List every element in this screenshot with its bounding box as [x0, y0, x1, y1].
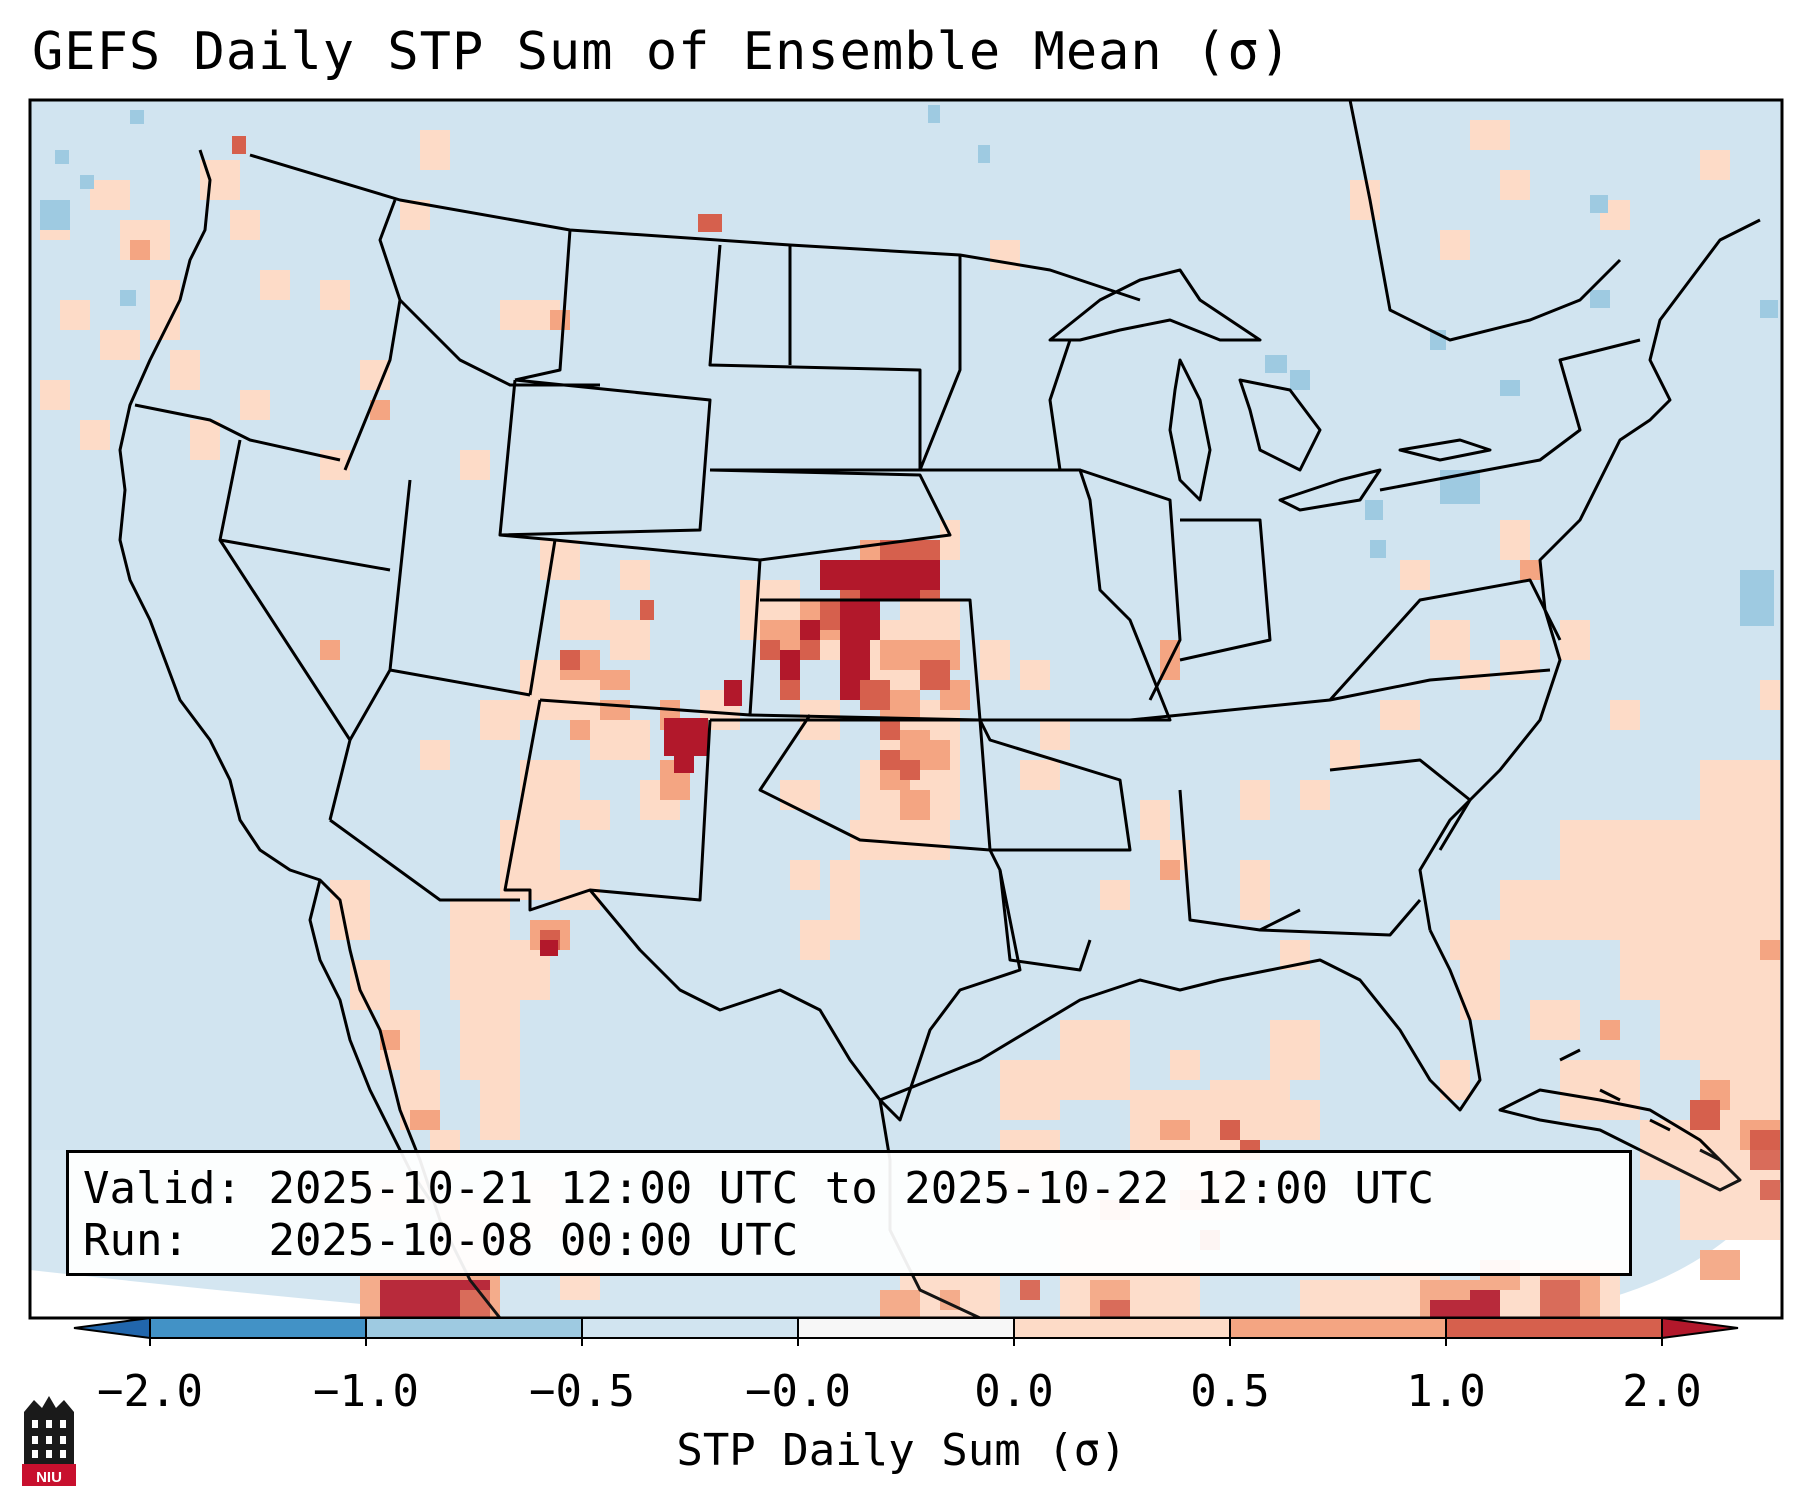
- niu-logo-icon: NIU: [22, 1396, 76, 1486]
- lake-huron: [1238, 378, 1322, 472]
- run-row: Run: 2025-10-08 00:00 UTC: [83, 1215, 1615, 1267]
- run-info-box: Valid: 2025-10-21 12:00 UTC to 2025-10-2…: [66, 1150, 1632, 1276]
- colorbar-extend-low: [73, 1316, 151, 1340]
- colorbar-tick-label: 2.0: [1622, 1366, 1702, 1417]
- colorbar-segment-5: [1013, 1317, 1231, 1339]
- border-dakotas: [708, 244, 922, 472]
- border-ga-fl: [1259, 899, 1422, 937]
- colorbar-tick-label: −0.0: [745, 1366, 851, 1417]
- valid-value: 2025-10-21 12:00 UTC to 2025-10-22 12:00…: [268, 1163, 1435, 1214]
- valid-row: Valid: 2025-10-21 12:00 UTC to 2025-10-2…: [83, 1163, 1615, 1215]
- geography-lines: [118, 100, 1761, 1318]
- border-ca-az: [329, 818, 520, 902]
- border-la: [998, 869, 1092, 972]
- colorbar-segment-7: [1445, 1317, 1663, 1339]
- border-mt-wy: [514, 229, 572, 382]
- border-wa-or: [134, 403, 341, 462]
- colorbar-extend-high: [1661, 1316, 1739, 1340]
- lake-ontario: [1398, 438, 1492, 462]
- border-il: [1079, 468, 1182, 701]
- colorbar-segment-1: [149, 1317, 367, 1339]
- colorbar-segment-4: [797, 1317, 1015, 1339]
- border-ky-tn: [1129, 668, 1551, 722]
- colorbar-label: STP Daily Sum (σ): [676, 1425, 1127, 1476]
- colorbar-tick-label: 1.0: [1406, 1366, 1486, 1417]
- colorbar-ticks: [149, 1338, 1663, 1346]
- run-value: 2025-10-08 00:00 UTC: [268, 1215, 799, 1266]
- colorbar-tick-label: −2.0: [97, 1366, 203, 1417]
- cuba-coast: [1498, 1088, 1742, 1192]
- colorbar-segment-3: [581, 1317, 799, 1339]
- canada-border-east: [1348, 100, 1622, 342]
- run-label: Run:: [83, 1215, 189, 1266]
- border-ar-la-ms: [978, 719, 1132, 852]
- pacific-coastline: [118, 149, 502, 1318]
- colorbar: [73, 1316, 1739, 1340]
- lake-michigan: [1168, 358, 1212, 502]
- colorbar-segment-6: [1229, 1317, 1447, 1339]
- colorbar-segment-2: [365, 1317, 583, 1339]
- atlantic-coastline: [1418, 218, 1761, 931]
- border-carolinas: [1329, 758, 1472, 851]
- border-pa-ny: [1379, 338, 1641, 492]
- border-in-oh: [1179, 518, 1272, 662]
- lake-superior: [1048, 268, 1262, 342]
- border-ut-az: [389, 668, 531, 697]
- map-title: GEFS Daily STP Sum of Ensemble Mean (σ): [32, 22, 1292, 82]
- border-tx: [588, 849, 1022, 1122]
- border-nm: [503, 699, 712, 912]
- projection-edge-white: [30, 1270, 520, 1318]
- colorbar-tick-label: 0.0: [974, 1366, 1054, 1417]
- bahamas: [1559, 1048, 1721, 1162]
- border-ks: [749, 598, 982, 722]
- border-co: [539, 538, 762, 717]
- border-ut-co: [498, 379, 557, 696]
- colorbar-tick-label: −0.5: [529, 1366, 635, 1417]
- gulf-coastline: [879, 929, 1482, 1112]
- logo-text: NIU: [36, 1469, 62, 1486]
- valid-label: Valid:: [83, 1163, 242, 1214]
- lake-erie: [1278, 468, 1382, 512]
- border-al-ga: [1178, 789, 1301, 932]
- colorbar-tick-label: −1.0: [313, 1366, 419, 1417]
- border-sd-ne: [709, 468, 952, 562]
- colorbar-tick-label: 0.5: [1190, 1366, 1270, 1417]
- border-wy: [499, 378, 712, 537]
